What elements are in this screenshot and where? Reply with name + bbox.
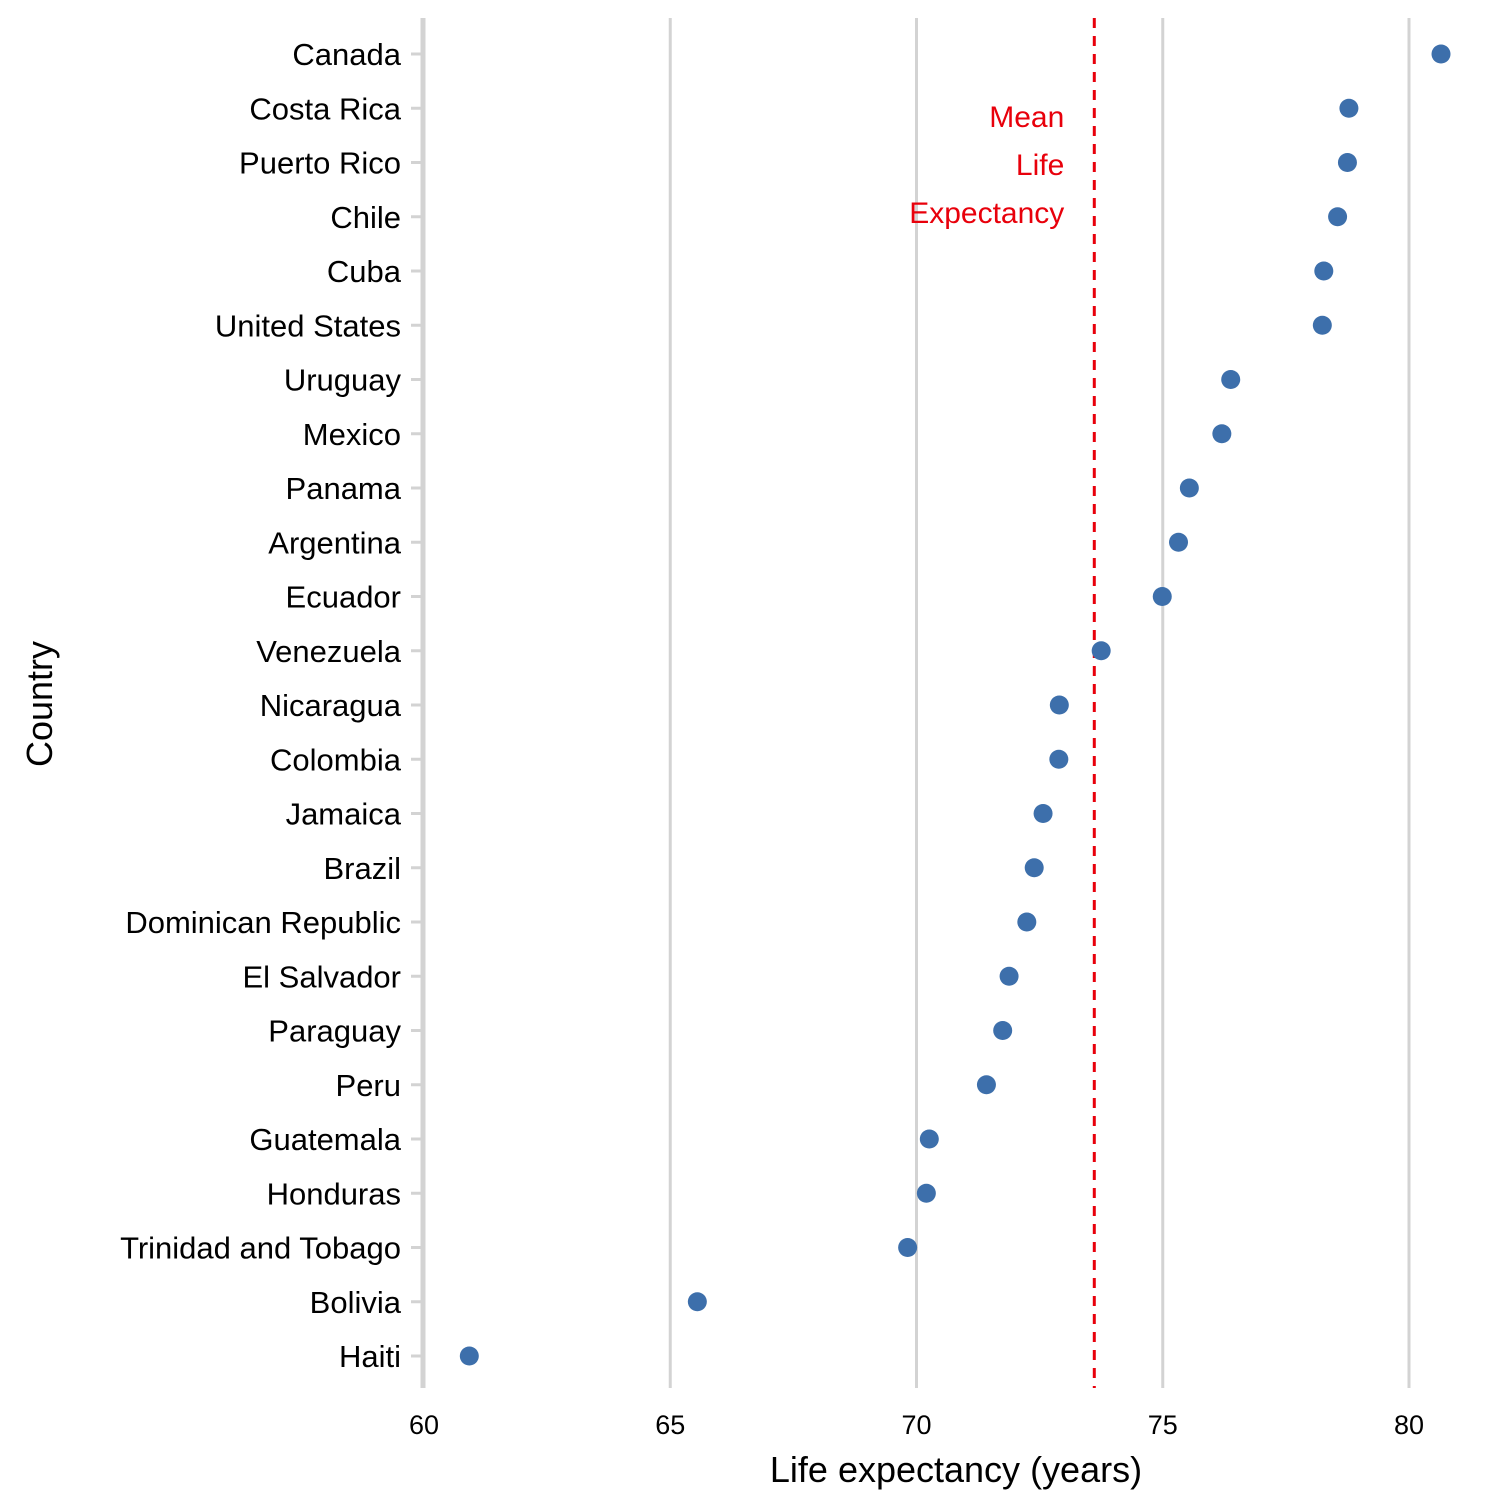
gridlines — [422, 18, 1411, 1388]
data-point — [1169, 532, 1189, 552]
data-point — [1049, 749, 1069, 769]
country-label: Jamaica — [286, 797, 402, 832]
mean-reference: Mean Life Expectancy — [909, 18, 1096, 1388]
mean-annotation-label: Expectancy — [909, 197, 1064, 230]
country-label: Guatemala — [249, 1122, 401, 1157]
country-label: Venezuela — [256, 634, 402, 669]
x-tick-label: 60 — [409, 1410, 439, 1440]
x-tick-label: 65 — [655, 1410, 685, 1440]
country-label: Honduras — [267, 1176, 401, 1211]
data-point — [1337, 153, 1357, 172]
data-points — [459, 44, 1451, 1366]
country-label: Brazil — [323, 851, 401, 886]
data-point — [999, 966, 1019, 986]
data-point — [898, 1238, 918, 1257]
country-label: El Salvador — [242, 959, 401, 994]
x-tick-label: 70 — [901, 1410, 931, 1440]
country-label: Cuba — [327, 254, 402, 289]
data-point — [916, 1183, 936, 1203]
country-label: Colombia — [270, 742, 402, 777]
country-label: Costa Rica — [249, 91, 401, 126]
data-point — [1091, 641, 1111, 661]
y-axis-title: Country — [19, 641, 60, 767]
country-label: Trinidad and Tobago — [120, 1231, 401, 1266]
data-point — [1033, 804, 1053, 823]
data-point — [1152, 587, 1172, 606]
category-labels: Canada Costa Rica Puerto Rico Chile Cuba Unit… — [120, 37, 421, 1374]
data-point — [1312, 315, 1332, 335]
data-point — [459, 1346, 479, 1366]
country-label: Argentina — [268, 525, 401, 560]
data-point — [919, 1129, 939, 1149]
data-point — [1179, 478, 1199, 498]
country-label: Chile — [330, 200, 401, 235]
data-point — [1212, 424, 1232, 444]
country-label: Puerto Rico — [239, 146, 401, 181]
country-label: Uruguay — [284, 363, 402, 398]
data-point — [993, 1021, 1013, 1040]
mean-annotation-label: Life — [1016, 149, 1064, 182]
country-label: Ecuador — [286, 580, 401, 615]
country-label: Haiti — [339, 1339, 401, 1374]
country-label: Nicaragua — [260, 688, 402, 723]
data-point — [1024, 858, 1044, 878]
data-point — [1328, 207, 1348, 227]
country-label: Panama — [286, 471, 402, 506]
data-point — [1314, 261, 1334, 281]
data-point — [1431, 44, 1451, 64]
data-point — [1221, 370, 1241, 389]
data-point — [1049, 695, 1069, 715]
x-tick-label: 75 — [1148, 1410, 1178, 1440]
x-tick-label: 80 — [1394, 1410, 1424, 1440]
data-point — [1017, 912, 1037, 932]
mean-annotation-label: Mean — [989, 101, 1064, 134]
data-point — [1339, 98, 1359, 118]
x-axis-title: Life expectancy (years) — [770, 1449, 1142, 1490]
x-tick-labels: 60 65 70 75 80 — [409, 1410, 1424, 1440]
country-label: United States — [215, 308, 401, 343]
data-point — [687, 1292, 707, 1312]
country-label: Bolivia — [310, 1285, 402, 1320]
country-label: Dominican Republic — [125, 905, 401, 940]
country-label: Paraguay — [268, 1014, 401, 1049]
country-label: Canada — [292, 37, 401, 72]
data-point — [976, 1075, 996, 1095]
country-label: Peru — [336, 1068, 401, 1103]
country-label: Mexico — [303, 417, 401, 452]
